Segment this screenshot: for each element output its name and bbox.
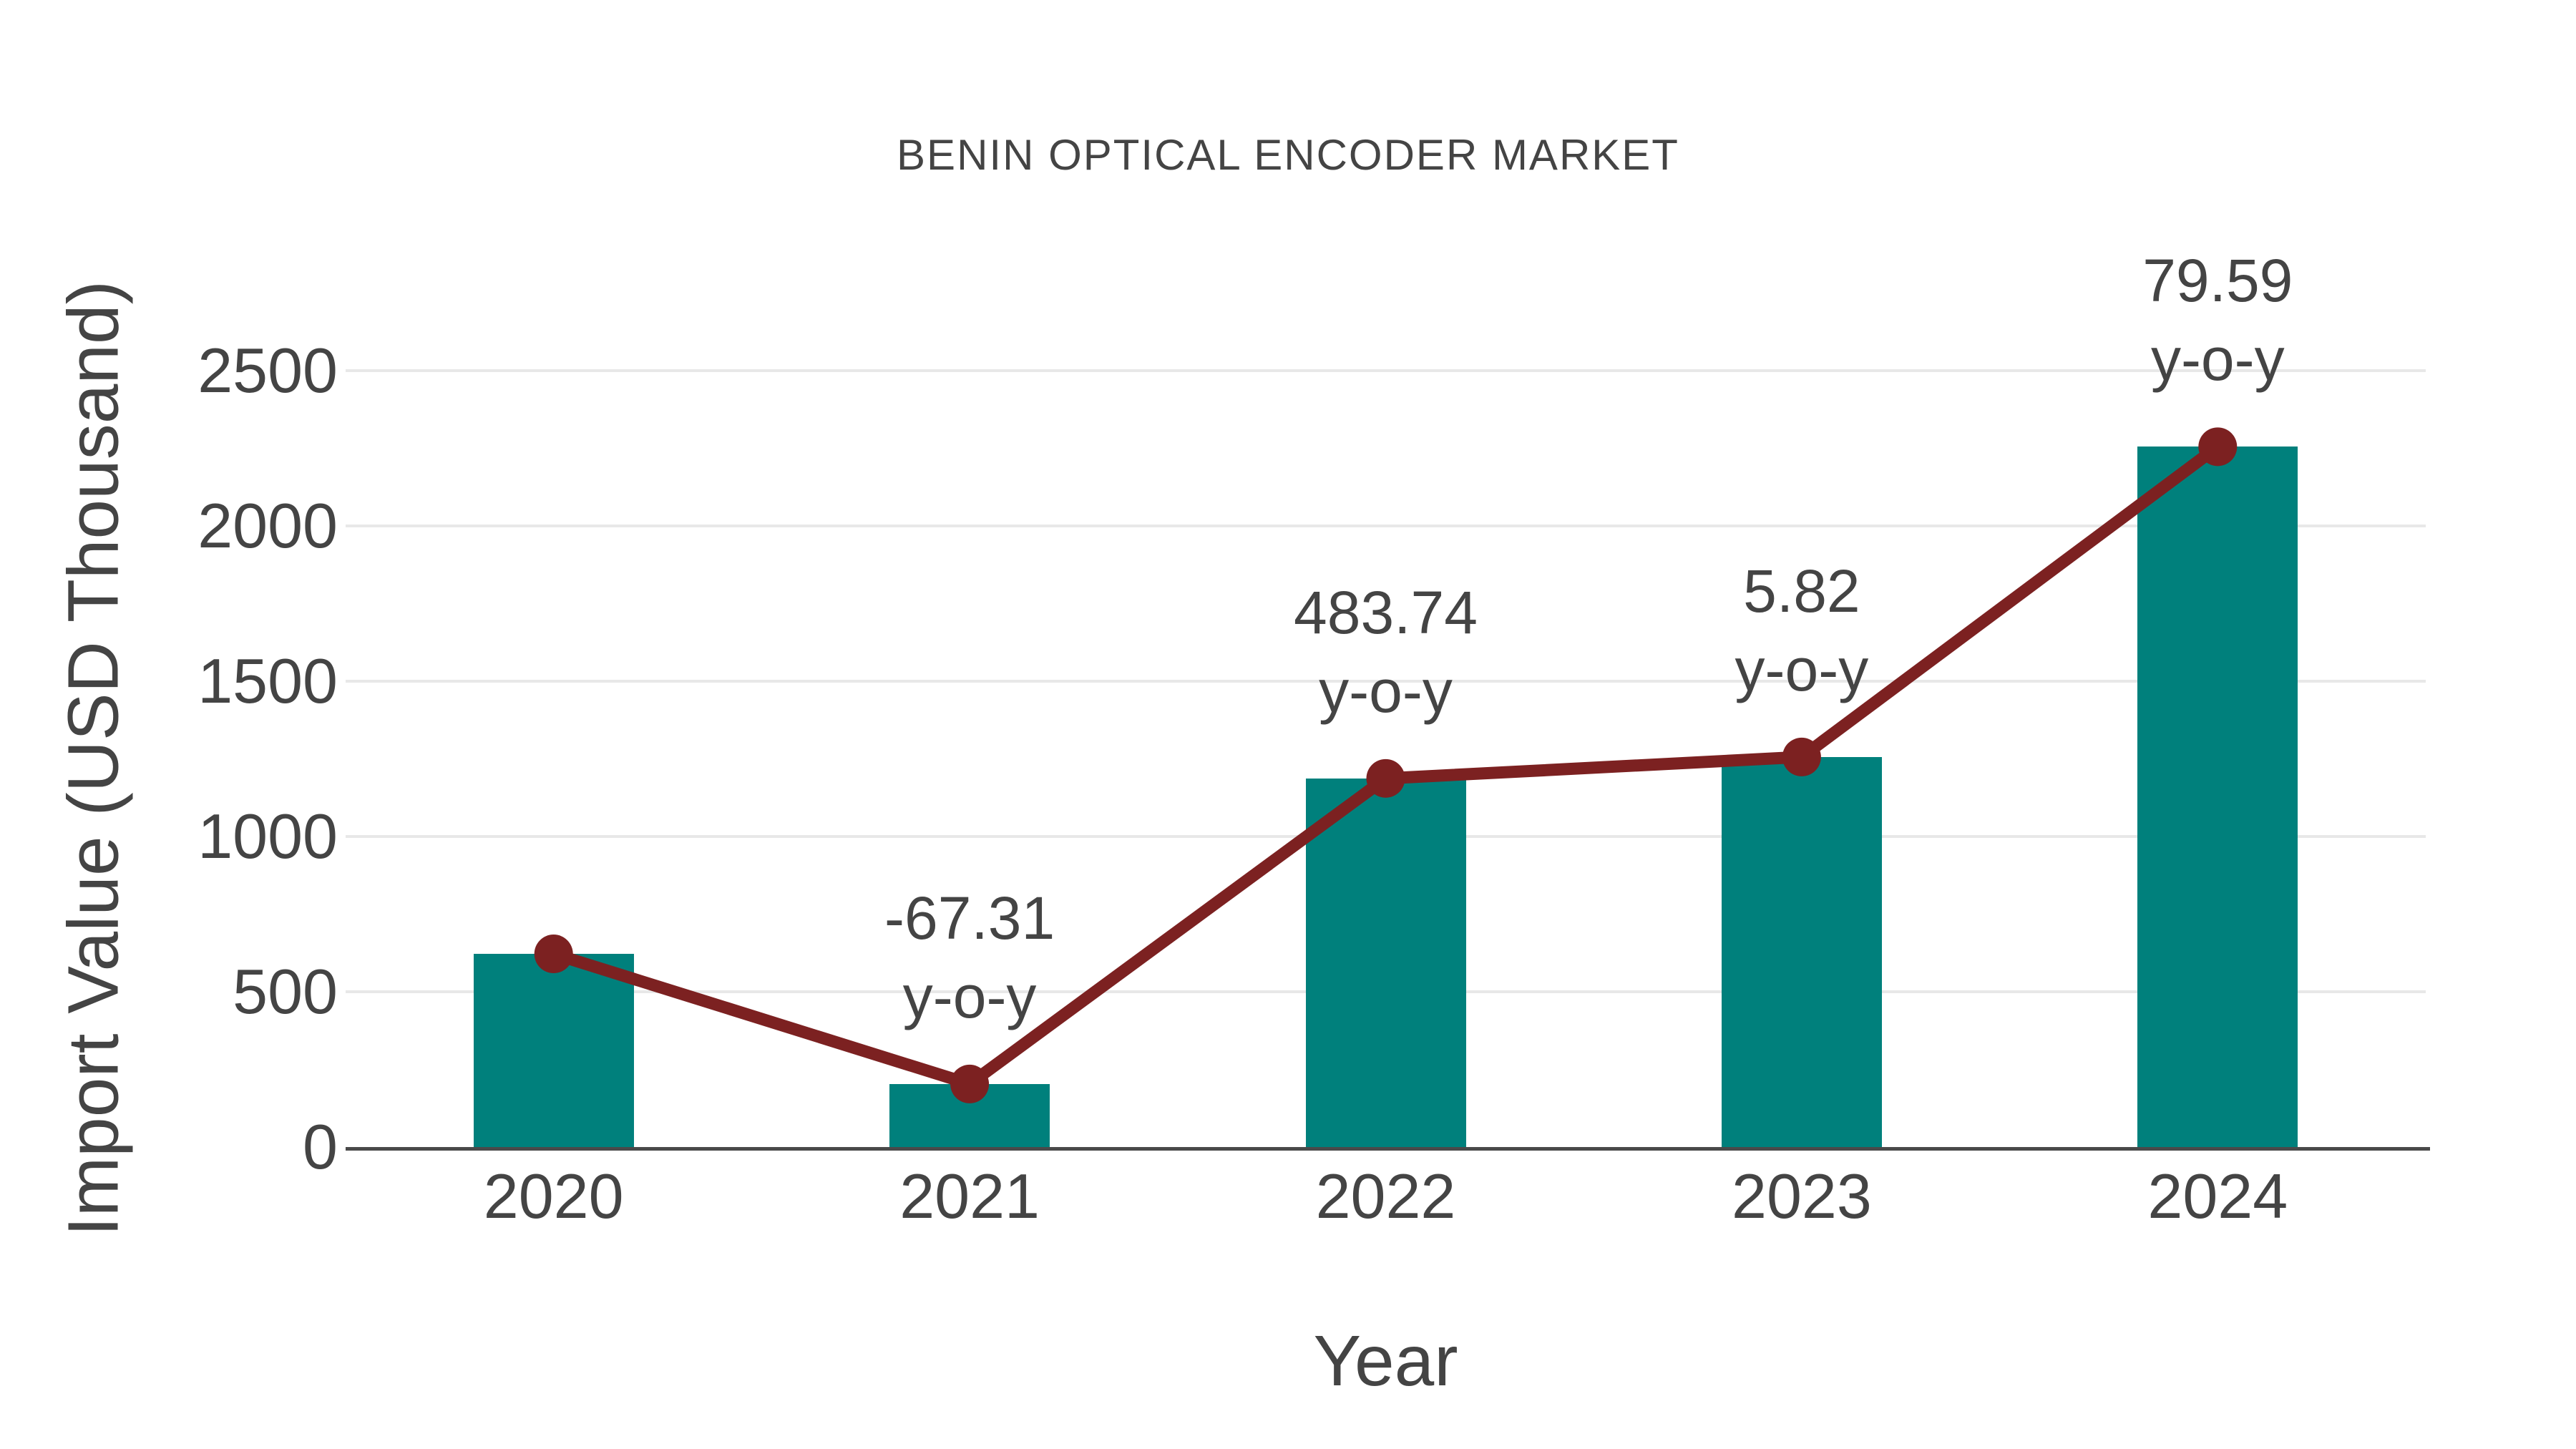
x-tick-label-2022: 2022: [1315, 1161, 1456, 1231]
y-axis-title: Import Value (USD Thousand): [53, 280, 134, 1236]
y-tick-label-0: 0: [303, 1111, 338, 1182]
yoy-suffix-2023: y-o-y: [1735, 635, 1869, 703]
yoy-label-2021: -67.31 y-o-y: [755, 879, 1184, 1036]
yoy-label-2024: 79.59 y-o-y: [2003, 241, 2432, 399]
chart-title: BENIN OPTICAL ENCODER MARKET: [897, 131, 1679, 179]
yoy-value-2021: -67.31: [884, 884, 1055, 952]
x-tick-label-2023: 2023: [1732, 1161, 1872, 1231]
x-tick-label-2020: 2020: [483, 1161, 624, 1231]
grid-line-2500: [346, 369, 2426, 372]
yoy-suffix-2021: y-o-y: [902, 962, 1037, 1030]
y-tick-label-1000: 1000: [197, 801, 338, 872]
bar-2023: [1721, 756, 1882, 1147]
bar-2020: [473, 954, 634, 1147]
yoy-suffix-2022: y-o-y: [1319, 657, 1453, 725]
bar-2022: [1305, 778, 1466, 1147]
x-tick-label-2024: 2024: [2147, 1161, 2288, 1231]
yoy-label-2022: 483.74 y-o-y: [1171, 573, 1601, 731]
bar-2021: [889, 1083, 1050, 1147]
yoy-suffix-2024: y-o-y: [2150, 326, 2285, 394]
y-tick-label-500: 500: [233, 956, 338, 1027]
x-axis-line: [346, 1147, 2430, 1151]
y-tick-label-2500: 2500: [197, 335, 338, 406]
grid-line-2000: [346, 525, 2426, 527]
x-tick-label-2021: 2021: [899, 1161, 1040, 1231]
y-tick-label-1500: 1500: [197, 645, 338, 716]
yoy-value-2023: 5.82: [1743, 557, 1860, 625]
x-axis-title: Year: [1313, 1321, 1458, 1401]
yoy-value-2022: 483.74: [1294, 578, 1478, 646]
yoy-label-2023: 5.82 y-o-y: [1587, 552, 2016, 709]
y-tick-label-2000: 2000: [197, 490, 338, 561]
yoy-value-2024: 79.59: [2142, 247, 2293, 315]
bar-2024: [2137, 447, 2298, 1147]
